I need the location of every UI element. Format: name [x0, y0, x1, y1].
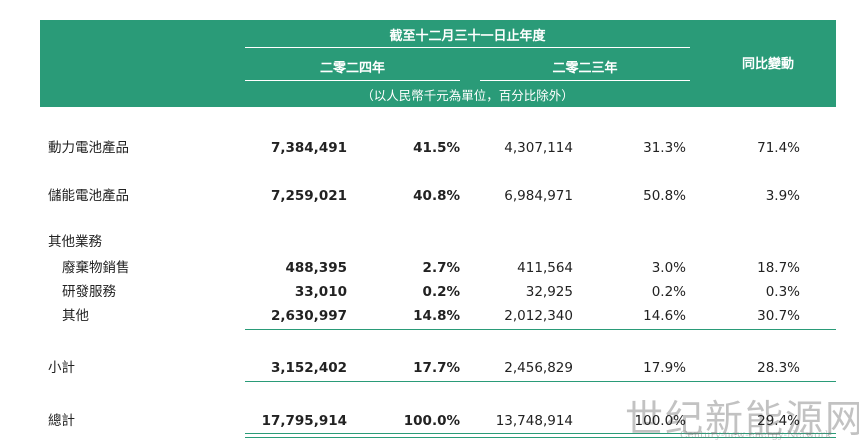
- row-label: 研發服務: [62, 284, 116, 300]
- cell: 17.7%: [413, 360, 460, 376]
- row-label: 廢棄物銷售: [62, 260, 130, 276]
- header-rule: [245, 47, 690, 48]
- row-label: 小計: [48, 360, 75, 376]
- cell: 488,395: [285, 260, 348, 276]
- cell: 2.7%: [422, 260, 460, 276]
- cell: 14.8%: [413, 308, 460, 324]
- period-header: 截至十二月三十一日止年度: [389, 29, 546, 44]
- cell: 33,010: [294, 284, 347, 300]
- header-rule: [480, 80, 690, 81]
- cell: 13,748,914: [495, 413, 573, 429]
- cell: 50.8%: [643, 188, 686, 204]
- group-label: 其他業務: [48, 234, 102, 250]
- watermark-subtitle: Century-new-energy-Network: [680, 430, 832, 441]
- cell: 411,564: [517, 260, 573, 276]
- rule: [245, 433, 836, 434]
- header-rule: [245, 80, 460, 81]
- cell: 0.2%: [422, 284, 460, 300]
- cell: 4,307,114: [504, 140, 573, 156]
- cell: 100.0%: [403, 413, 460, 429]
- cell: 18.7%: [757, 260, 800, 276]
- cell: 17,795,914: [261, 413, 347, 429]
- row-label: 總計: [48, 413, 75, 429]
- cell: 31.3%: [643, 140, 686, 156]
- cell: 29.4%: [757, 413, 800, 429]
- year-header: 二零二四年: [319, 61, 385, 76]
- row-label: 動力電池產品: [48, 140, 129, 156]
- cell: 71.4%: [757, 140, 800, 156]
- header-band: [40, 20, 836, 107]
- rule: [245, 437, 836, 438]
- cell: 7,259,021: [270, 188, 347, 204]
- cell: 40.8%: [413, 188, 460, 204]
- cell: 2,012,340: [504, 308, 573, 324]
- cell: 100.0%: [634, 413, 686, 429]
- cell: 2,456,829: [504, 360, 573, 376]
- cell: 41.5%: [413, 140, 460, 156]
- rule: [245, 381, 836, 382]
- cell: 6,984,971: [504, 188, 573, 204]
- cell: 28.3%: [757, 360, 800, 376]
- cell: 30.7%: [757, 308, 800, 324]
- row-label: 儲能電池產品: [48, 188, 129, 204]
- cell: 3,152,402: [270, 360, 347, 376]
- year-header: 二零二三年: [552, 61, 618, 76]
- cell: 14.6%: [643, 308, 686, 324]
- cell: 0.2%: [651, 284, 686, 300]
- row-label: 其他: [62, 308, 89, 324]
- change-header: 同比變動: [741, 57, 794, 72]
- watermark: 世纪新能源网: [625, 397, 859, 441]
- cell: 7,384,491: [270, 140, 347, 156]
- cell: 32,925: [525, 284, 573, 300]
- cell: 2,630,997: [270, 308, 347, 324]
- cell: 3.9%: [765, 188, 800, 204]
- cell: 3.0%: [651, 260, 686, 276]
- unit-note: （以人民幣千元為單位，百分比除外）: [361, 88, 574, 103]
- cell: 17.9%: [643, 360, 686, 376]
- rule: [245, 329, 836, 330]
- cell: 0.3%: [765, 284, 800, 300]
